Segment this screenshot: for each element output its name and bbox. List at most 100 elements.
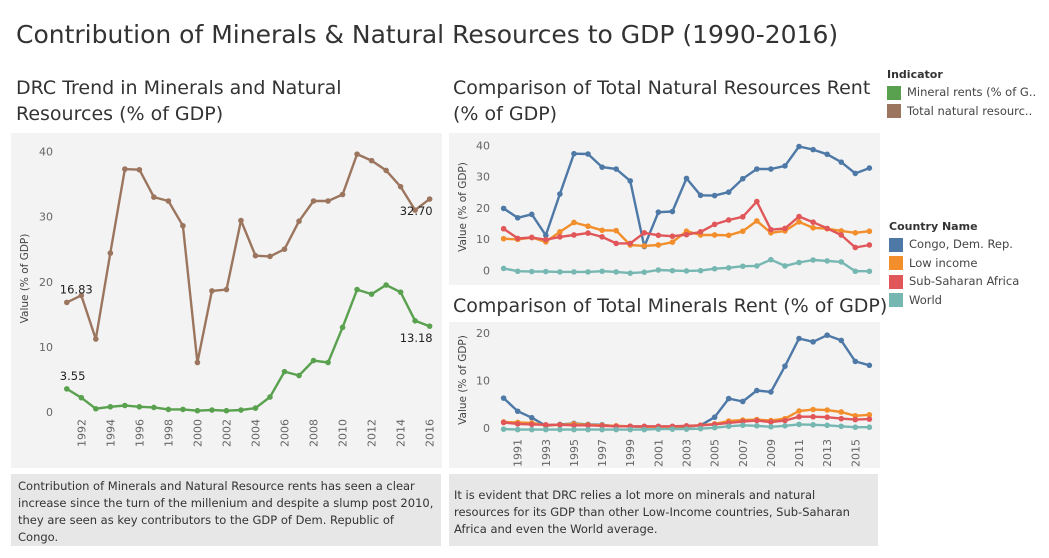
data-point[interactable]	[585, 230, 591, 236]
data-point[interactable]	[641, 426, 648, 433]
data-point[interactable]	[223, 286, 230, 293]
data-point[interactable]	[571, 269, 577, 275]
data-point[interactable]	[627, 270, 634, 276]
data-point[interactable]	[325, 198, 331, 204]
data-point[interactable]	[683, 175, 690, 182]
data-point[interactable]	[500, 205, 507, 212]
data-point[interactable]	[796, 408, 802, 414]
data-point[interactable]	[754, 166, 760, 172]
data-point[interactable]	[754, 417, 760, 424]
data-point[interactable]	[223, 407, 230, 414]
data-point[interactable]	[585, 422, 591, 429]
data-point[interactable]	[683, 268, 690, 274]
data-point[interactable]	[151, 404, 157, 411]
data-point[interactable]	[669, 233, 676, 240]
data-point[interactable]	[368, 157, 375, 164]
data-point[interactable]	[136, 166, 143, 173]
data-point[interactable]	[838, 415, 845, 422]
data-point[interactable]	[739, 228, 746, 235]
data-point[interactable]	[194, 359, 201, 366]
data-point[interactable]	[838, 159, 845, 165]
data-point[interactable]	[739, 175, 746, 182]
data-point[interactable]	[585, 151, 591, 157]
data-point[interactable]	[852, 229, 859, 236]
data-point[interactable]	[557, 269, 563, 275]
data-point[interactable]	[209, 288, 215, 294]
data-point[interactable]	[310, 357, 317, 364]
data-point[interactable]	[852, 424, 859, 431]
data-point[interactable]	[571, 426, 577, 433]
data-point[interactable]	[866, 228, 873, 235]
data-point[interactable]	[281, 368, 288, 375]
data-point[interactable]	[136, 403, 143, 410]
data-point[interactable]	[122, 166, 128, 172]
data-point[interactable]	[641, 269, 648, 275]
data-point[interactable]	[599, 234, 605, 240]
data-point[interactable]	[397, 183, 404, 190]
data-point[interactable]	[78, 394, 85, 401]
data-point[interactable]	[571, 219, 577, 226]
data-point[interactable]	[655, 426, 662, 432]
data-point[interactable]	[528, 211, 535, 218]
data-point[interactable]	[768, 423, 774, 430]
data-point[interactable]	[543, 268, 549, 275]
data-point[interactable]	[852, 170, 859, 177]
data-point[interactable]	[824, 407, 830, 413]
data-point[interactable]	[810, 339, 816, 345]
data-point[interactable]	[599, 164, 605, 170]
data-point[interactable]	[754, 263, 760, 269]
data-point[interactable]	[500, 419, 507, 426]
data-point[interactable]	[683, 231, 690, 238]
data-point[interactable]	[810, 146, 816, 153]
data-point[interactable]	[383, 167, 389, 174]
data-point[interactable]	[151, 194, 157, 200]
data-point[interactable]	[697, 229, 704, 235]
data-point[interactable]	[180, 222, 186, 229]
data-point[interactable]	[528, 421, 535, 428]
data-point[interactable]	[866, 416, 873, 422]
indicator-legend-item[interactable]: Mineral rents (% of G..	[887, 85, 1036, 100]
data-point[interactable]	[725, 232, 732, 239]
data-point[interactable]	[655, 267, 662, 273]
data-point[interactable]	[866, 165, 873, 171]
data-point[interactable]	[557, 422, 563, 428]
data-point[interactable]	[739, 398, 746, 405]
data-point[interactable]	[107, 250, 114, 256]
data-point[interactable]	[585, 269, 591, 275]
data-point[interactable]	[641, 229, 648, 236]
data-point[interactable]	[514, 214, 521, 221]
data-point[interactable]	[180, 406, 186, 413]
data-point[interactable]	[866, 242, 873, 248]
data-point[interactable]	[528, 268, 535, 275]
data-point[interactable]	[782, 422, 788, 429]
data-point[interactable]	[543, 422, 549, 428]
data-point[interactable]	[528, 426, 535, 433]
data-point[interactable]	[122, 402, 128, 409]
data-point[interactable]	[296, 372, 302, 379]
data-point[interactable]	[514, 235, 521, 242]
data-point[interactable]	[810, 413, 816, 420]
data-point[interactable]	[810, 224, 816, 231]
data-point[interactable]	[669, 208, 676, 215]
data-point[interactable]	[824, 151, 830, 158]
data-point[interactable]	[824, 422, 830, 429]
data-point[interactable]	[768, 256, 774, 263]
data-point[interactable]	[165, 198, 172, 204]
data-point[interactable]	[238, 217, 244, 224]
data-point[interactable]	[500, 395, 507, 401]
data-point[interactable]	[412, 207, 418, 213]
data-point[interactable]	[866, 268, 873, 275]
data-point[interactable]	[739, 422, 746, 429]
country-legend-item[interactable]: Congo, Dem. Rep.	[889, 237, 1019, 252]
data-point[interactable]	[599, 268, 605, 275]
data-point[interactable]	[655, 209, 662, 215]
data-point[interactable]	[368, 291, 375, 297]
data-point[interactable]	[165, 406, 172, 413]
data-point[interactable]	[782, 163, 788, 169]
data-point[interactable]	[697, 267, 704, 274]
data-point[interactable]	[655, 242, 662, 248]
data-point[interactable]	[514, 268, 521, 275]
data-point[interactable]	[852, 268, 859, 275]
data-point[interactable]	[585, 223, 591, 230]
data-point[interactable]	[514, 408, 521, 415]
